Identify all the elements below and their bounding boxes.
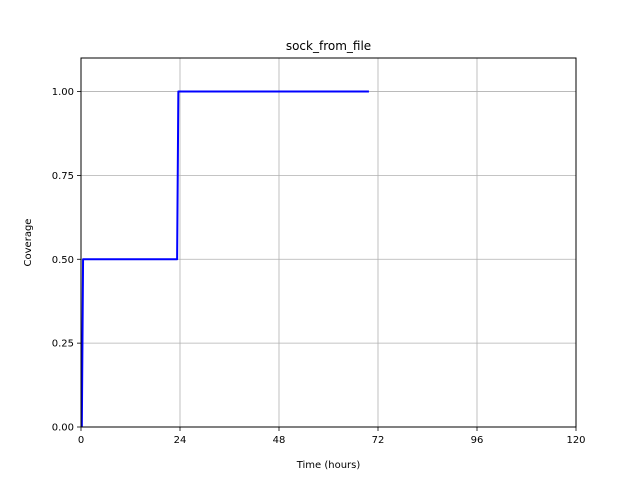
y-tick-label: 0.50: [52, 255, 74, 266]
chart-title: sock_from_file: [286, 39, 371, 53]
x-tick-label: 96: [471, 435, 484, 446]
y-tick-label: 0.25: [52, 339, 74, 350]
series-layer: [80, 90, 369, 428]
grid: [80, 58, 577, 428]
y-tick-label: 1.00: [52, 87, 74, 98]
x-tick-label: 48: [273, 435, 286, 446]
x-tick-label: 0: [78, 435, 84, 446]
x-tick-label: 24: [174, 435, 187, 446]
x-tick-label: 72: [372, 435, 385, 446]
axis-ticks: 0 24 48 72 96 120 0.00 0.25 0.50 0.75 1.00: [52, 87, 586, 446]
x-axis-title: Time (hours): [296, 460, 361, 471]
y-tick-label: 0.00: [52, 423, 74, 434]
coverage-series-line: [80, 90, 369, 428]
plot-frame: [80, 57, 577, 428]
y-axis-title: Coverage: [23, 219, 34, 267]
x-tick-label: 120: [566, 435, 585, 446]
y-tick-label: 0.75: [52, 171, 74, 182]
